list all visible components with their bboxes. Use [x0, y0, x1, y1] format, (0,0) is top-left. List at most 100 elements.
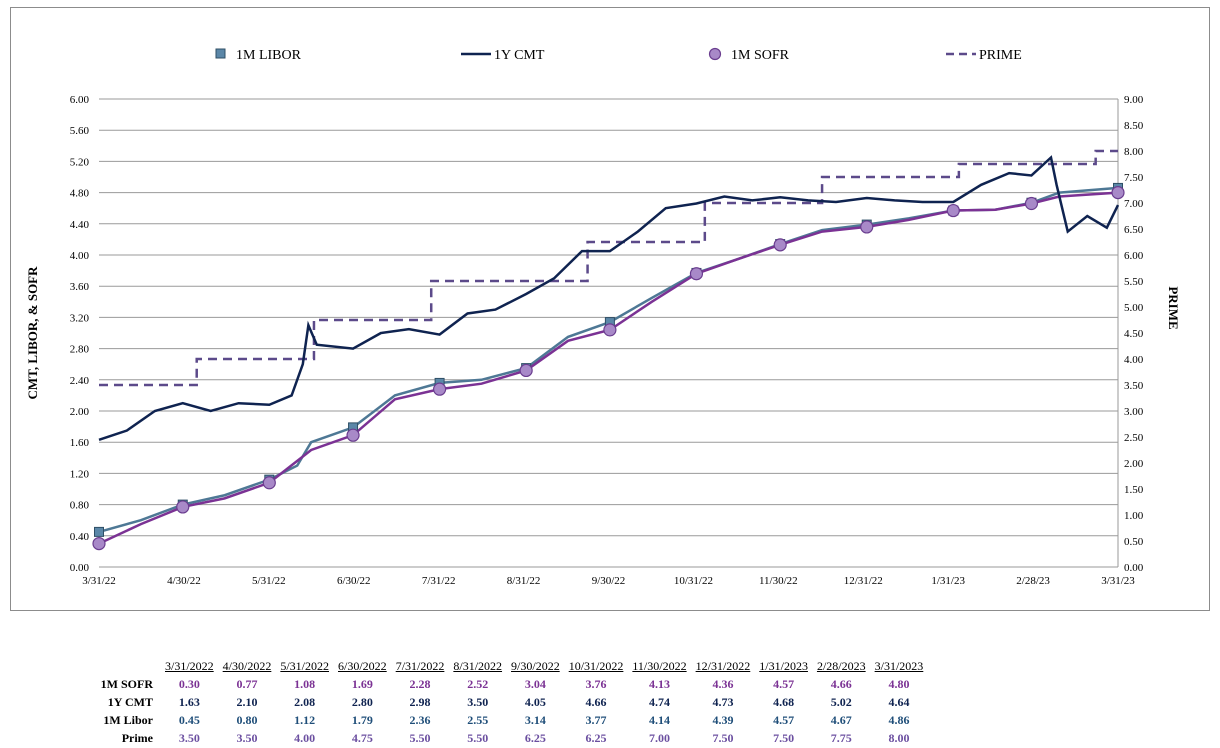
left-tick-label: 4.00: [70, 250, 90, 262]
table-cell: 3.14: [524, 713, 546, 727]
table-date-header: 5/31/2022: [280, 659, 330, 673]
marker-1m-sofr: [860, 220, 874, 234]
right-tick-label: 6.00: [1124, 250, 1144, 262]
table-cell: 4.68: [773, 695, 795, 709]
table-date-header: 10/31/2022: [568, 659, 624, 673]
marker-1m-sofr: [346, 428, 360, 442]
legend-marker: [708, 47, 722, 61]
right-axis-ticks: 0.00 0.50 1.00 1.50 2.00 2.50 3.00 3.50 4.00 4.50…: [1124, 94, 1144, 574]
table-cell: 4.67: [830, 713, 852, 727]
left-tick-label: 2.00: [70, 406, 90, 418]
table-cell: 4.36: [712, 677, 734, 691]
marker-1m-sofr: [262, 476, 276, 490]
table-cell: 4.14: [648, 713, 670, 727]
table-row-label: 1M Libor: [103, 713, 153, 727]
table-cell: 3.04: [524, 677, 546, 691]
marker-1m-sofr: [1111, 186, 1125, 200]
table-cell: 4.57: [773, 677, 795, 691]
right-tick-label: 4.00: [1124, 354, 1144, 366]
legend-item-1y-cmt: 1Y CMT: [461, 48, 545, 63]
legend-item-1m-libor: 1M LIBOR: [215, 48, 302, 63]
right-tick-label: 0.50: [1124, 536, 1144, 548]
legend-label: 1M LIBOR: [236, 48, 302, 63]
right-tick-label: 1.50: [1124, 484, 1144, 496]
left-axis-title: CMT, LIBOR, & SOFR: [25, 266, 40, 400]
series-line-1m-sofr: [98, 191, 1119, 545]
right-tick-label: 2.00: [1124, 458, 1144, 470]
marker-1m-sofr: [773, 238, 787, 252]
table-row: 1Y CMT 1.63 2.10 2.08 2.80 2.98 3.50 4.05 4.66 4.…: [93, 693, 932, 711]
table-date-header: 9/30/2022: [511, 659, 560, 673]
table-cell: 0.45: [178, 713, 200, 727]
table-date-header: 2/28/2023: [816, 659, 866, 673]
legend-item-prime: PRIME: [946, 48, 1022, 63]
table-cell: 3.50: [467, 695, 489, 709]
right-tick-label: 1.00: [1124, 510, 1144, 522]
left-tick-label: 0.80: [70, 500, 90, 512]
table-cell: 1.08: [294, 677, 316, 691]
x-tick-label: 3/31/22: [82, 575, 116, 587]
grid-lines: [99, 98, 1119, 568]
marker-1m-sofr: [92, 536, 106, 551]
table-body: 1M SOFR 0.30 0.77 1.08 1.69 2.28 2.52 3.04 3.76 4…: [93, 675, 932, 747]
x-tick-label: 2/28/23: [1016, 575, 1050, 587]
left-tick-label: 2.80: [70, 344, 90, 356]
marker-1m-sofr: [689, 267, 704, 281]
table-cell: 4.66: [830, 677, 852, 691]
table-cell: 3.50: [178, 731, 200, 745]
table-row-label: 1Y CMT: [107, 695, 153, 709]
right-tick-label: 0.00: [1124, 562, 1144, 574]
x-tick-label: 6/30/22: [337, 575, 371, 587]
table-date-header: 1/31/2023: [759, 659, 808, 673]
table-cell: 7.00: [648, 731, 670, 745]
table-cell: 1.12: [294, 713, 316, 727]
data-table: 3/31/2022 4/30/2022 5/31/2022 6/30/2022 7/31…: [93, 657, 932, 747]
legend-item-1m-sofr: 1M SOFR: [708, 47, 790, 63]
left-tick-label: 4.80: [70, 188, 90, 200]
left-tick-label: 4.40: [70, 219, 90, 231]
table-cell: 3.77: [585, 713, 607, 727]
table-cell: 4.05: [524, 695, 546, 709]
x-tick-label: 11/30/22: [759, 575, 798, 587]
table-cell: 2.98: [409, 695, 431, 709]
table-cell: 4.13: [648, 677, 670, 691]
left-tick-label: 1.60: [70, 437, 90, 449]
table-cell: 1.69: [351, 677, 373, 691]
right-tick-label: 8.50: [1124, 120, 1144, 132]
right-tick-label: 4.50: [1124, 328, 1144, 340]
left-tick-label: 5.20: [70, 156, 90, 168]
table-date-header: 6/30/2022: [338, 659, 387, 673]
left-tick-label: 3.20: [70, 312, 90, 324]
marker-1m-sofr: [176, 500, 190, 514]
x-tick-label: 10/31/22: [674, 575, 713, 587]
left-axis-ticks: 0.00 0.40 0.80 1.20 1.60 2.00 2.40 2.80 3.20 3.60…: [70, 94, 90, 574]
series-line-prime: [99, 149, 1118, 387]
table-cell: 4.00: [294, 731, 316, 745]
right-tick-label: 5.50: [1124, 276, 1144, 288]
table-cell: 5.50: [467, 731, 489, 745]
table-cell: 1.63: [178, 695, 200, 709]
table-date-header: 11/30/2022: [632, 659, 687, 673]
table-cell: 4.74: [648, 695, 670, 709]
table-cell: 5.02: [830, 695, 852, 709]
table-cell: 0.30: [178, 677, 200, 691]
left-tick-label: 0.00: [70, 562, 90, 574]
table-cell: 7.75: [830, 731, 852, 745]
table-date-header: 12/31/2022: [695, 659, 751, 673]
table-cell: 2.52: [467, 677, 489, 691]
right-tick-label: 7.50: [1124, 172, 1144, 184]
table-row: Prime 3.50 3.50 4.00 4.75 5.50 5.50 6.25 6.25 7.0…: [93, 729, 932, 747]
table-cell: 4.39: [712, 713, 734, 727]
right-tick-label: 3.50: [1124, 380, 1144, 392]
table-row-label: Prime: [121, 731, 153, 745]
table-row: 1M SOFR 0.30 0.77 1.08 1.69 2.28 2.52 3.04 3.76 4…: [93, 675, 932, 693]
legend: 1M LIBOR 1Y CMT 1M SOFR PRIME: [215, 47, 1022, 63]
right-tick-label: 7.00: [1124, 198, 1144, 210]
x-tick-label: 12/31/22: [844, 575, 883, 587]
table-cell: 4.80: [888, 677, 910, 691]
table-cell: 3.76: [585, 677, 607, 691]
table-cell: 0.77: [236, 677, 258, 691]
table-cell: 8.00: [888, 731, 910, 745]
right-tick-label: 2.50: [1124, 432, 1144, 444]
x-tick-label: 5/31/22: [252, 575, 286, 587]
